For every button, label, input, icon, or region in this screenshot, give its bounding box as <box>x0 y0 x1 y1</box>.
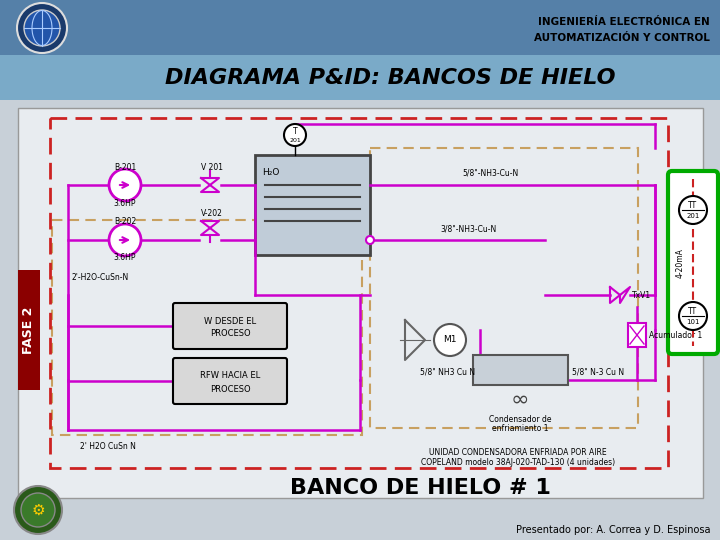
Text: AUTOMATIZACIÓN Y CONTROL: AUTOMATIZACIÓN Y CONTROL <box>534 33 710 43</box>
Text: V-202: V-202 <box>201 208 223 218</box>
Circle shape <box>679 196 707 224</box>
Text: 3/8"-NH3-Cu-N: 3/8"-NH3-Cu-N <box>440 224 496 233</box>
FancyBboxPatch shape <box>0 0 720 55</box>
Text: Condensador de: Condensador de <box>489 415 552 424</box>
Circle shape <box>679 302 707 330</box>
FancyBboxPatch shape <box>0 55 720 100</box>
Text: 3.6HP: 3.6HP <box>114 199 136 207</box>
Circle shape <box>14 486 62 534</box>
Text: Presentado por: A. Correa y D. Espinosa: Presentado por: A. Correa y D. Espinosa <box>516 525 710 535</box>
Text: 5/8"-NH3-Cu-N: 5/8"-NH3-Cu-N <box>462 169 518 178</box>
Text: M1: M1 <box>444 335 456 345</box>
Circle shape <box>17 3 67 53</box>
Circle shape <box>366 236 374 244</box>
Text: BANCO DE HIELO # 1: BANCO DE HIELO # 1 <box>289 478 550 498</box>
FancyBboxPatch shape <box>18 108 703 498</box>
FancyBboxPatch shape <box>173 303 287 349</box>
Text: ⚙: ⚙ <box>31 503 45 517</box>
Text: B-201: B-201 <box>114 164 136 172</box>
Text: DIAGRAMA P&ID: BANCOS DE HIELO: DIAGRAMA P&ID: BANCOS DE HIELO <box>165 68 616 88</box>
Text: 201: 201 <box>289 138 301 144</box>
Circle shape <box>109 224 141 256</box>
Text: COPELAND modelo 38AJ-020-TAD-130 (4 unidades): COPELAND modelo 38AJ-020-TAD-130 (4 unid… <box>421 458 615 467</box>
Text: PROCESO: PROCESO <box>210 329 251 339</box>
Circle shape <box>24 10 60 46</box>
Text: H₂O: H₂O <box>262 168 279 177</box>
FancyBboxPatch shape <box>173 358 287 404</box>
Text: 5/8" NH3 Cu N: 5/8" NH3 Cu N <box>420 368 475 376</box>
Text: 2'-H2O-CuSn-N: 2'-H2O-CuSn-N <box>72 273 130 282</box>
Circle shape <box>434 324 466 356</box>
FancyBboxPatch shape <box>668 171 718 354</box>
Circle shape <box>21 493 55 527</box>
Text: TxV1: TxV1 <box>632 291 651 300</box>
Circle shape <box>284 124 306 146</box>
FancyBboxPatch shape <box>0 100 720 540</box>
FancyBboxPatch shape <box>628 323 646 347</box>
Text: UNIDAD CONDENSADORA ENFRIADA POR AIRE: UNIDAD CONDENSADORA ENFRIADA POR AIRE <box>429 448 607 457</box>
Text: V 201: V 201 <box>201 164 223 172</box>
Text: RFW HACIA EL: RFW HACIA EL <box>200 372 260 381</box>
FancyBboxPatch shape <box>18 270 40 390</box>
Text: B-202: B-202 <box>114 218 136 226</box>
Text: T: T <box>293 127 297 137</box>
FancyBboxPatch shape <box>255 155 370 255</box>
Text: INGENIERÍA ELECTRÓNICA EN: INGENIERÍA ELECTRÓNICA EN <box>539 17 710 27</box>
Text: 3.6HP: 3.6HP <box>114 253 136 262</box>
FancyBboxPatch shape <box>473 355 568 385</box>
Text: 101: 101 <box>686 319 700 325</box>
Text: PROCESO: PROCESO <box>210 384 251 394</box>
Text: TT: TT <box>688 307 698 316</box>
Text: TT: TT <box>688 201 698 211</box>
Text: enfriamiento 1: enfriamiento 1 <box>492 424 548 433</box>
Text: 201: 201 <box>686 213 700 219</box>
Text: 5/8" N-3 Cu N: 5/8" N-3 Cu N <box>572 368 624 376</box>
Text: FASE 2: FASE 2 <box>22 306 35 354</box>
Text: 2' H2O CuSn N: 2' H2O CuSn N <box>80 442 136 451</box>
Text: Acumulador 1: Acumulador 1 <box>649 330 702 340</box>
Text: ∞: ∞ <box>510 390 529 410</box>
Circle shape <box>109 169 141 201</box>
Text: 4-20mA: 4-20mA <box>675 248 685 278</box>
Text: W DESDE EL: W DESDE EL <box>204 316 256 326</box>
